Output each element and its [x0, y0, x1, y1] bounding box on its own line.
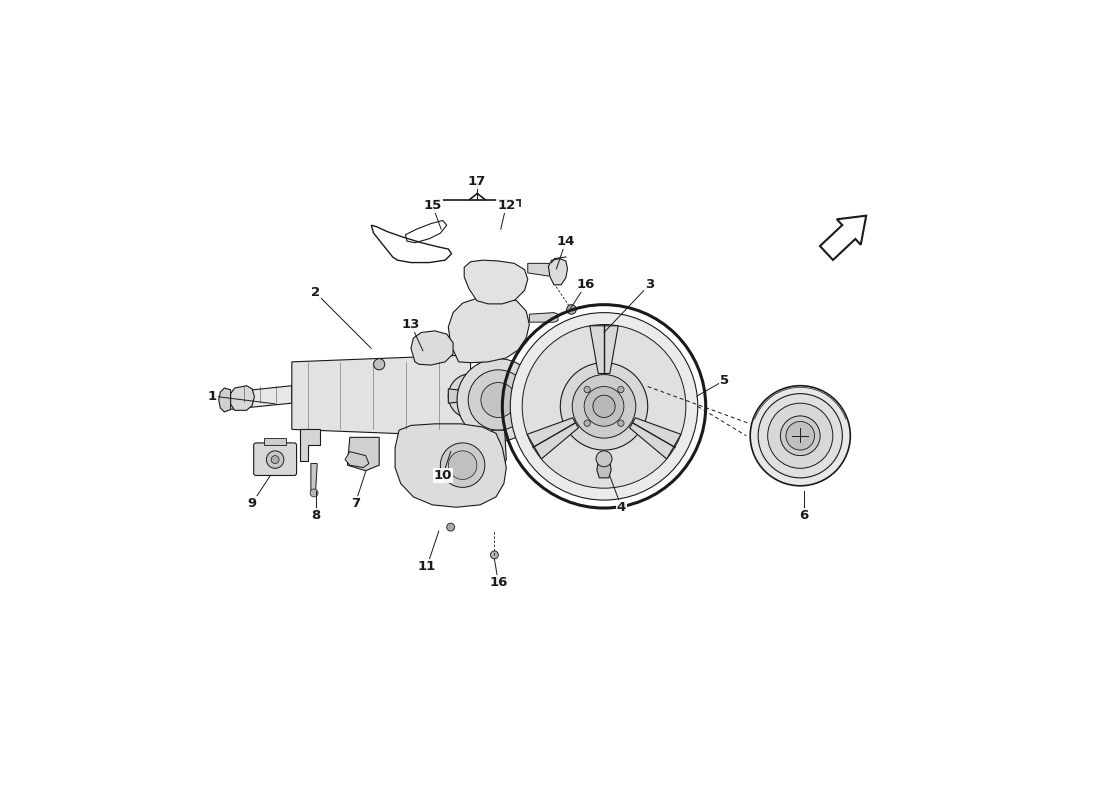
- Circle shape: [780, 416, 821, 456]
- FancyBboxPatch shape: [254, 443, 297, 475]
- Text: 11: 11: [418, 560, 436, 574]
- Polygon shape: [311, 463, 317, 491]
- Text: 7: 7: [351, 497, 360, 510]
- Polygon shape: [395, 424, 506, 507]
- Text: 1: 1: [208, 390, 217, 402]
- Circle shape: [618, 420, 624, 426]
- Polygon shape: [528, 392, 565, 408]
- Polygon shape: [345, 452, 368, 467]
- Circle shape: [310, 489, 318, 497]
- Circle shape: [510, 313, 697, 500]
- Polygon shape: [449, 297, 529, 362]
- Text: 9: 9: [248, 497, 256, 510]
- Text: 3: 3: [645, 278, 653, 291]
- Circle shape: [440, 443, 485, 487]
- Text: 5: 5: [720, 374, 729, 386]
- Polygon shape: [629, 418, 681, 459]
- Circle shape: [272, 456, 279, 463]
- Circle shape: [768, 403, 833, 468]
- Circle shape: [750, 386, 850, 486]
- Polygon shape: [597, 456, 612, 478]
- Circle shape: [596, 451, 612, 466]
- Text: 12: 12: [497, 199, 516, 212]
- Circle shape: [449, 374, 493, 418]
- Circle shape: [456, 382, 485, 410]
- Text: 16: 16: [490, 576, 507, 590]
- Circle shape: [560, 392, 576, 408]
- Polygon shape: [219, 388, 231, 412]
- Circle shape: [758, 394, 843, 478]
- Circle shape: [584, 386, 624, 426]
- Text: 15: 15: [424, 199, 441, 212]
- Polygon shape: [527, 418, 579, 459]
- Circle shape: [593, 395, 615, 418]
- Circle shape: [449, 451, 477, 479]
- Text: 4: 4: [617, 501, 626, 514]
- Polygon shape: [264, 438, 286, 446]
- Text: 17: 17: [468, 175, 486, 188]
- Circle shape: [447, 523, 454, 531]
- Circle shape: [560, 362, 648, 450]
- Polygon shape: [300, 430, 320, 461]
- Polygon shape: [229, 386, 292, 410]
- Circle shape: [374, 358, 385, 370]
- Polygon shape: [348, 438, 380, 470]
- Polygon shape: [590, 326, 618, 374]
- Circle shape: [618, 386, 624, 393]
- Polygon shape: [549, 258, 568, 285]
- Polygon shape: [529, 313, 558, 322]
- Polygon shape: [491, 430, 506, 467]
- Polygon shape: [528, 263, 554, 276]
- Circle shape: [469, 370, 529, 430]
- Circle shape: [491, 551, 498, 559]
- Circle shape: [481, 382, 516, 418]
- Text: 13: 13: [402, 318, 420, 331]
- Text: 2: 2: [311, 286, 320, 299]
- Circle shape: [522, 325, 686, 488]
- Circle shape: [566, 305, 576, 314]
- Circle shape: [785, 422, 814, 450]
- Polygon shape: [411, 331, 453, 365]
- Text: 14: 14: [557, 234, 575, 248]
- Polygon shape: [449, 389, 471, 403]
- Text: 16: 16: [576, 278, 595, 291]
- Circle shape: [584, 420, 591, 426]
- Circle shape: [572, 374, 636, 438]
- Text: 8: 8: [311, 509, 320, 522]
- Circle shape: [584, 386, 591, 393]
- Text: 6: 6: [800, 509, 808, 522]
- Polygon shape: [231, 386, 254, 410]
- Text: 10: 10: [433, 469, 452, 482]
- Polygon shape: [464, 260, 528, 304]
- Polygon shape: [415, 430, 425, 459]
- Circle shape: [458, 358, 540, 442]
- Circle shape: [266, 451, 284, 468]
- Polygon shape: [820, 216, 866, 260]
- Polygon shape: [292, 355, 471, 436]
